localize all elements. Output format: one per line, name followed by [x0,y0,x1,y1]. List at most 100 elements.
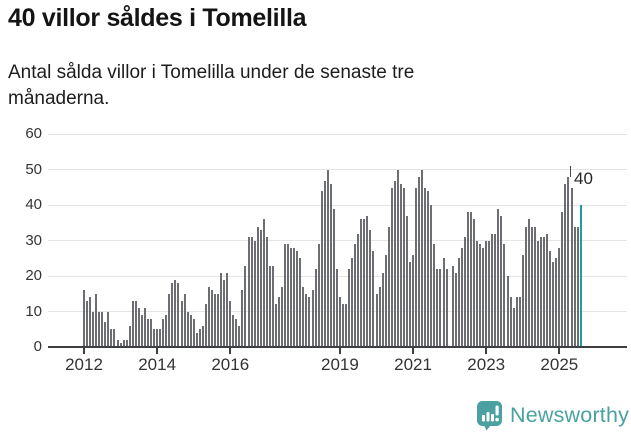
bar-2019-05 [351,258,354,347]
bar-2020-12 [409,261,412,347]
bar-2023-02 [488,240,491,347]
bar-2017-12 [299,258,302,347]
bar-2022-03 [454,272,457,347]
gridline-50 [48,169,627,171]
bar-2016-06 [244,265,247,347]
x-axis-tick-2023 [485,348,488,354]
bar-2014-09 [180,300,183,347]
x-axis-label-2016: 2016 [211,355,250,374]
bar-2020-05 [387,226,390,347]
bar-2013-02 [122,339,125,347]
bar-2017-02 [268,265,271,347]
bar-2022-11 [479,244,482,347]
bar-2019-06 [354,244,357,347]
bar-2016-11 [259,230,262,347]
bar-2019-11 [369,230,372,347]
newsworthy-logo-icon [476,400,503,431]
chart-subtitle: Antal sålda villor i Tomelilla under de … [8,62,415,109]
annotation-leader-line [570,166,571,177]
bar-2024-01 [521,254,524,347]
bar-2025-05 [570,187,573,347]
bar-2019-02 [341,304,344,347]
bar-2017-08 [287,244,290,347]
bar-2019-04 [348,269,351,347]
bar-2012-10 [110,329,113,347]
bar-2024-03 [527,219,530,347]
bar-2018-01 [302,286,305,347]
bar-2017-04 [274,304,277,347]
bar-2013-04 [128,325,131,347]
bar-2020-04 [384,254,387,347]
bar-2020-08 [396,169,399,347]
bar-2025-04 [567,176,570,347]
gridline-40 [48,204,627,206]
bar-2019-07 [357,233,360,347]
x-axis-tick-2012 [83,348,85,354]
bar-2013-11 [150,318,153,347]
bar-2015-09 [217,293,220,347]
bar-2012-05 [95,293,98,347]
bar-2015-06 [207,286,210,347]
bar-2013-01 [119,343,122,347]
bar-2018-11 [332,208,335,347]
bar-2021-11 [442,258,445,347]
bar-2012-04 [92,311,95,347]
bar-2013-03 [125,339,128,347]
bar-2014-12 [189,315,192,347]
bar-2016-03 [235,318,238,347]
bar-2017-03 [271,265,274,347]
bar-2020-09 [399,184,402,347]
bar-2024-07 [540,237,543,347]
bar-2014-03 [162,318,165,347]
bar-2024-02 [524,226,527,347]
bar-2013-12 [153,329,156,347]
bar-2019-12 [372,251,375,347]
bar-2015-11 [223,279,226,347]
bar-2018-04 [311,290,314,347]
newsworthy-brand-text: Newsworthy [510,403,630,427]
bar-2024-06 [537,240,539,347]
bar-2024-09 [546,233,549,347]
bar-2017-05 [278,297,280,347]
bar-2013-10 [146,318,149,347]
bar-2025-07 [576,226,579,347]
bar-2012-09 [107,311,110,347]
bar-2018-10 [329,184,332,347]
x-axis-label-2012: 2012 [65,355,103,374]
bar-2018-05 [314,269,317,347]
bar-2014-08 [177,283,180,347]
y-axis-label-10: 10 [25,302,42,320]
bar-2017-10 [293,247,296,347]
page-title: 40 villor såldes i Tomelilla [8,4,307,32]
bar-2024-11 [552,261,555,347]
bar-2012-11 [113,329,116,347]
x-axis-tick-2014 [156,348,159,354]
bar-2014-01 [156,329,159,347]
bar-2013-05 [131,300,134,347]
bar-2021-09 [436,269,439,347]
bar-2012-01 [83,290,85,347]
bar-2020-11 [405,215,408,347]
bar-2025-06 [573,226,576,347]
bar-2016-12 [262,219,265,347]
y-axis-label-60: 60 [25,125,42,143]
bar-2016-08 [250,237,253,347]
bar-2023-07 [503,244,506,347]
bar-2018-07 [320,191,323,347]
bar-2022-10 [476,240,479,347]
y-axis-label-20: 20 [25,267,42,285]
bar-2018-08 [323,180,326,347]
bar-2012-07 [101,311,104,347]
last-value-annotation: 40 [574,169,593,188]
bar-2021-10 [439,269,442,347]
newsworthy-brand-link[interactable]: Newsworthy [476,400,629,431]
bar-2015-12 [226,272,229,347]
bar-2015-10 [220,272,223,347]
bar-2021-03 [418,176,421,347]
x-axis-label-2025: 2025 [540,355,579,374]
bar-2023-06 [500,215,503,347]
bar-2015-02 [195,332,198,347]
bar-2021-05 [424,187,427,347]
bar-2015-07 [210,290,213,347]
